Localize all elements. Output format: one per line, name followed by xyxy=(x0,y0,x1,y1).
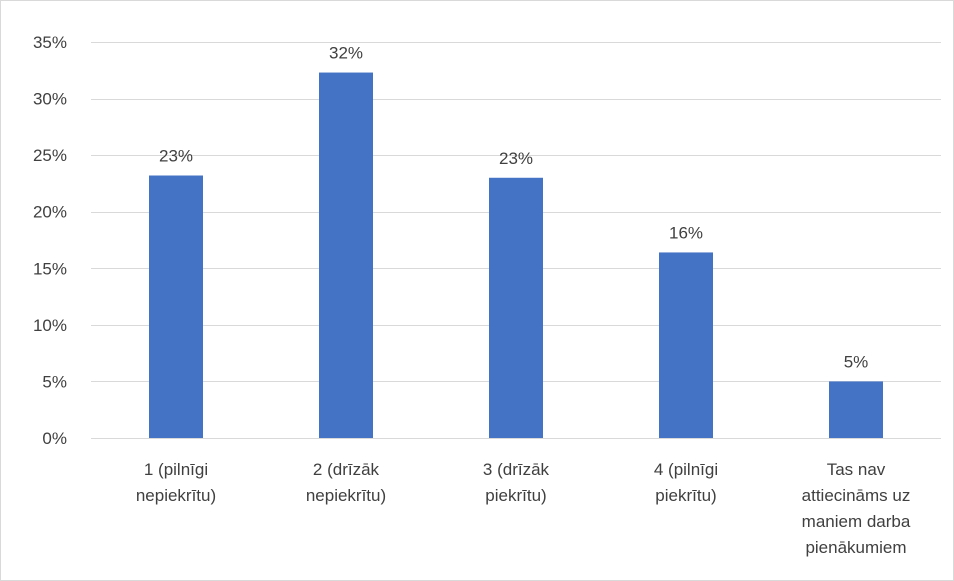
data-label: 23% xyxy=(499,149,533,168)
category-label: 3 (drīzāk piekrītu) xyxy=(483,460,550,505)
category-label: 4 (pilnīgi piekrītu) xyxy=(654,460,718,505)
y-tick-label: 0% xyxy=(42,429,67,448)
bar xyxy=(489,177,543,438)
bars xyxy=(149,72,883,438)
data-label: 16% xyxy=(669,223,703,242)
category-label-line: 4 (pilnīgi xyxy=(654,460,718,479)
category-label-line: pienākumiem xyxy=(805,538,906,557)
y-tick-label: 35% xyxy=(33,33,67,52)
y-axis-ticks: 0% 5% 10% 15% 20% 25% 30% 35% xyxy=(33,33,67,448)
y-tick-label: 20% xyxy=(33,203,67,222)
category-label-line: nepiekrītu) xyxy=(306,486,386,505)
category-label: 2 (drīzāk nepiekrītu) xyxy=(306,460,386,505)
data-label: 5% xyxy=(844,352,869,371)
category-label-line: Tas nav xyxy=(827,460,886,479)
y-tick-label: 5% xyxy=(42,372,67,391)
y-tick-label: 15% xyxy=(33,259,67,278)
category-label-line: nepiekrītu) xyxy=(136,486,216,505)
bar xyxy=(659,252,713,438)
y-tick-label: 25% xyxy=(33,146,67,165)
y-tick-label: 10% xyxy=(33,316,67,335)
category-label-line: piekrītu) xyxy=(485,486,546,505)
category-label: Tas nav attiecināms uz maniem darba pienāku… xyxy=(802,460,911,557)
category-label-line: 2 (drīzāk xyxy=(313,460,380,479)
category-label-line: 3 (drīzāk xyxy=(483,460,550,479)
data-label: 23% xyxy=(159,147,193,166)
category-labels: 1 (pilnīgi nepiekrītu) 2 (drīzāk nepiekrītu… xyxy=(136,460,911,557)
bar xyxy=(319,72,373,438)
data-labels: 23% 32% 23% 16% 5% xyxy=(159,44,868,372)
data-label: 32% xyxy=(329,44,363,63)
category-label-line: piekrītu) xyxy=(655,486,716,505)
category-label-line: attiecināms uz xyxy=(802,486,911,505)
bar xyxy=(829,381,883,438)
bar xyxy=(149,175,203,438)
y-tick-label: 30% xyxy=(33,90,67,109)
category-label: 1 (pilnīgi nepiekrītu) xyxy=(136,460,216,505)
category-label-line: 1 (pilnīgi xyxy=(144,460,208,479)
category-label-line: maniem darba xyxy=(802,512,911,531)
